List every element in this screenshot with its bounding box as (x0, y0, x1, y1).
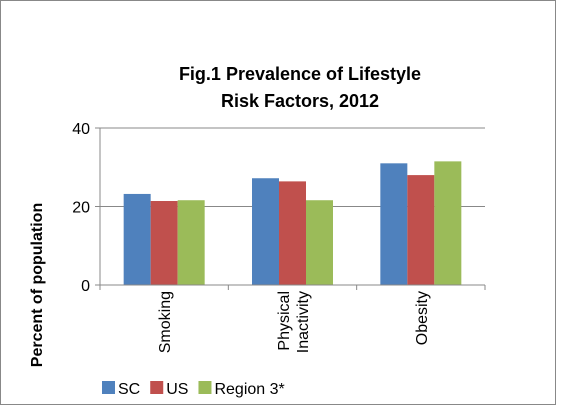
bar (123, 193, 151, 285)
bar (407, 175, 435, 285)
bar (434, 161, 462, 285)
y-tick-label: 0 (81, 278, 90, 295)
legend-swatch (102, 381, 115, 394)
x-tick-label: Physical Inactivity (276, 291, 312, 353)
legend-swatch (150, 381, 164, 394)
legend-label: SC (118, 381, 140, 398)
bar (380, 163, 408, 285)
bar (279, 181, 306, 285)
bar (177, 200, 205, 285)
y-axis-title: Percent of population (29, 203, 46, 367)
legend-label: US (166, 381, 188, 398)
bar (150, 201, 178, 285)
legend-label: Region 3* (214, 381, 284, 398)
x-tick-label: Smoking (157, 291, 174, 353)
bar (252, 178, 279, 285)
legend-swatch (198, 381, 212, 394)
x-tick-label: Obesity (414, 291, 431, 345)
y-tick-label: 40 (72, 121, 90, 138)
bar (306, 200, 333, 285)
y-tick-label: 20 (72, 200, 90, 217)
chart-title: Fig.1 Prevalence of Lifestyle Risk Factor… (179, 64, 421, 111)
